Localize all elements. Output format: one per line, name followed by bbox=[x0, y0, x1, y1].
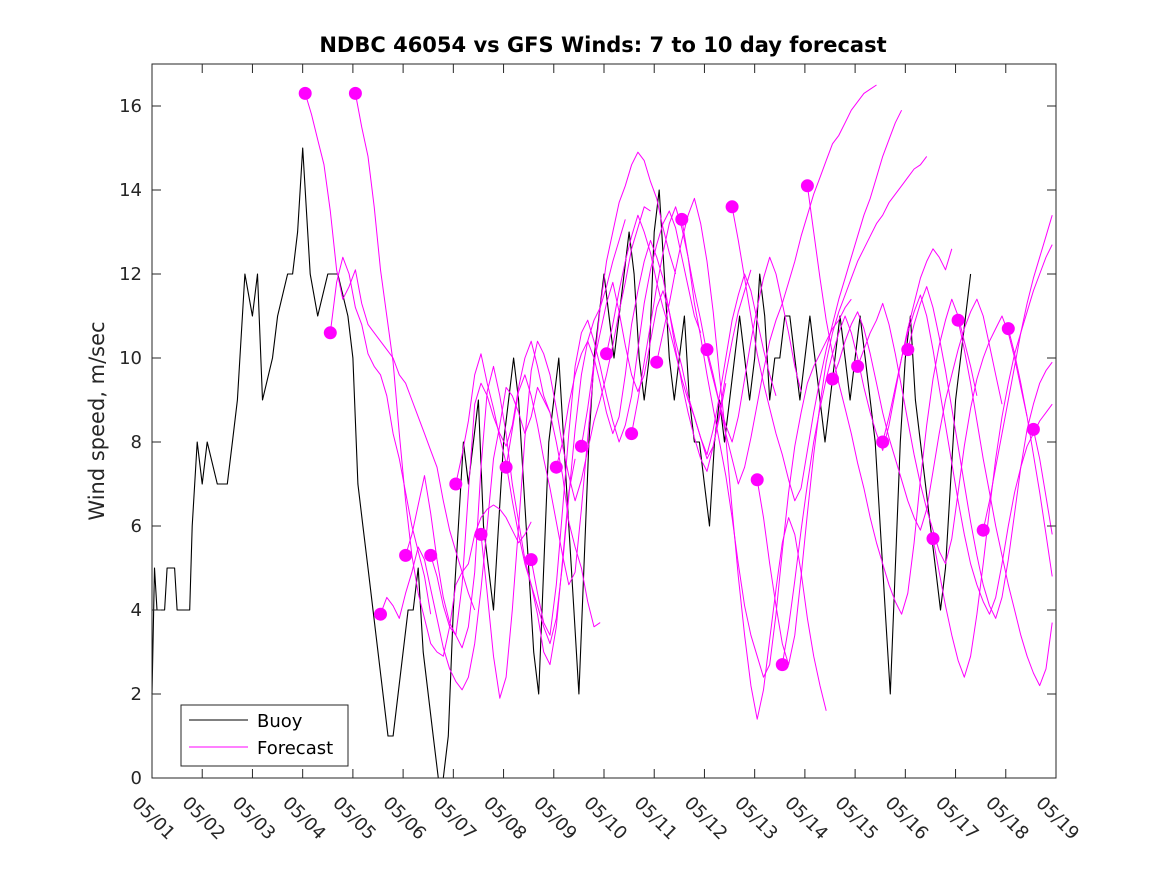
forecast-line bbox=[832, 298, 1003, 531]
forecast-line bbox=[606, 214, 777, 456]
forecast-marker bbox=[976, 523, 990, 537]
y-axis: 0 2 4 6 8 10 12 14 16 bbox=[119, 96, 1056, 789]
forecast-marker bbox=[800, 179, 814, 193]
forecast-marker bbox=[700, 343, 714, 357]
forecast-line bbox=[405, 365, 576, 666]
legend: Buoy Forecast bbox=[180, 704, 349, 767]
axes-background bbox=[152, 64, 1056, 778]
forecast-marker bbox=[826, 372, 839, 386]
chart-title: NDBC 46054 vs GFS Winds: 7 to 10 day for… bbox=[319, 33, 886, 57]
forecast-marker bbox=[549, 460, 563, 474]
y-tick-label: 10 bbox=[119, 348, 142, 369]
forecast-marker bbox=[399, 548, 413, 562]
forecast-line bbox=[329, 256, 432, 615]
forecast-line bbox=[505, 151, 677, 586]
forecast-marker bbox=[600, 347, 613, 361]
forecast-marker bbox=[1001, 322, 1015, 336]
legend-buoy-label: Buoy bbox=[257, 711, 303, 732]
forecast-series bbox=[304, 84, 1053, 720]
forecast-marker bbox=[1026, 422, 1040, 436]
forecast-marker bbox=[374, 607, 387, 621]
forecast-marker bbox=[675, 212, 689, 226]
forecast-line bbox=[882, 294, 1053, 615]
forecast-marker bbox=[574, 439, 588, 453]
forecast-marker bbox=[650, 355, 664, 369]
forecast-marker bbox=[775, 658, 789, 672]
y-tick-label: 14 bbox=[119, 180, 142, 201]
forecast-marker bbox=[449, 477, 463, 491]
forecast-line bbox=[1007, 328, 1053, 577]
y-tick-label: 12 bbox=[119, 264, 142, 285]
forecast-line bbox=[430, 340, 601, 636]
forecast-line bbox=[706, 84, 877, 485]
forecast-marker bbox=[499, 460, 513, 474]
forecast-marker bbox=[876, 435, 890, 449]
forecast-line bbox=[957, 320, 1053, 687]
forecast-marker bbox=[951, 313, 965, 327]
forecast-marker bbox=[323, 326, 337, 340]
forecast-marker bbox=[625, 427, 639, 441]
y-tick-label: 6 bbox=[131, 516, 142, 537]
y-axis-label: Wind speed, m/sec bbox=[85, 321, 109, 520]
forecast-marker bbox=[348, 86, 362, 100]
forecast-line bbox=[580, 269, 752, 460]
forecast-line bbox=[530, 210, 702, 636]
forecast-line bbox=[681, 219, 852, 678]
y-tick-label: 8 bbox=[131, 432, 142, 453]
forecast-line bbox=[480, 206, 651, 699]
forecast-markers bbox=[298, 86, 1040, 672]
y-tick-label: 16 bbox=[119, 96, 142, 117]
forecast-marker bbox=[524, 553, 538, 567]
forecast-line bbox=[1032, 429, 1053, 535]
forecast-line bbox=[731, 109, 903, 502]
y-tick-label: 4 bbox=[131, 600, 142, 621]
forecast-line bbox=[781, 248, 953, 665]
forecast-line bbox=[756, 156, 928, 666]
forecast-marker bbox=[424, 548, 438, 562]
buoy-line bbox=[151, 147, 972, 779]
forecast-line bbox=[555, 239, 727, 472]
forecast-marker bbox=[298, 86, 312, 100]
forecast-line bbox=[354, 93, 532, 657]
forecast-marker bbox=[474, 527, 488, 541]
forecast-line bbox=[380, 386, 551, 691]
forecast-marker bbox=[750, 473, 764, 487]
forecast-line bbox=[806, 185, 978, 615]
forecast-line bbox=[455, 219, 626, 645]
y-tick-label: 0 bbox=[131, 768, 142, 789]
buoy-series bbox=[151, 147, 972, 779]
forecast-line bbox=[304, 93, 476, 611]
forecast-marker bbox=[851, 359, 865, 373]
forecast-line bbox=[857, 302, 1028, 565]
forecast-line bbox=[982, 215, 1053, 531]
forecast-marker bbox=[901, 343, 915, 357]
forecast-marker bbox=[725, 200, 739, 214]
forecast-marker bbox=[926, 532, 940, 546]
legend-forecast-label: Forecast bbox=[257, 738, 333, 759]
legend-box bbox=[180, 704, 349, 767]
y-tick-label: 2 bbox=[131, 684, 142, 705]
